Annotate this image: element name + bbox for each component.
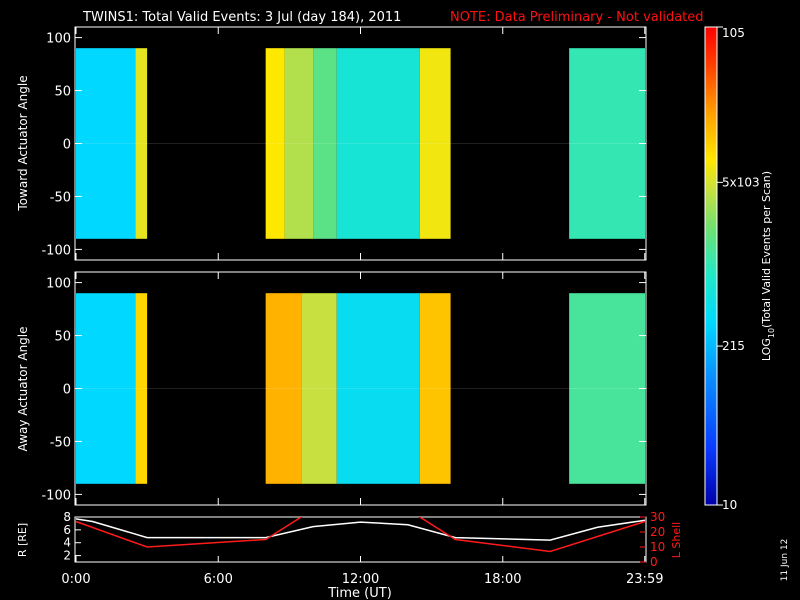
- y-tick-label: -50: [50, 435, 71, 450]
- plot-title: TWINS1: Total Valid Events: 3 Jul (day 1…: [82, 10, 401, 25]
- x-axis-label: Time (UT): [327, 586, 392, 600]
- r-series-line: [75, 518, 646, 541]
- colorbar-tick-label: 5x103: [722, 175, 760, 189]
- lshell-tick-label: 20: [650, 525, 665, 539]
- y-tick-label: 0: [63, 138, 71, 153]
- y-tick-label: 50: [54, 330, 71, 345]
- heatmap-segment-7: [419, 48, 451, 239]
- heatmap-segment-6: [336, 48, 420, 239]
- y-tick-label: -100: [41, 243, 71, 258]
- x-tick-label: 23:59: [626, 572, 663, 587]
- heatmap-segment-0: [76, 48, 136, 239]
- colorbar-ticks: 105 5x103 215 10: [717, 26, 760, 512]
- x-tick-label: 0:00: [61, 572, 90, 587]
- colorbar-tick-label: 215: [722, 339, 745, 353]
- heatmap-segment-5: [313, 48, 337, 239]
- heatmap-segment-3: [265, 293, 302, 484]
- heatmap-segment-8: [569, 293, 645, 484]
- colorbar: [704, 26, 718, 506]
- lshell-tick-label: 10: [650, 540, 665, 554]
- toward-y-label: Toward Actuator Angle: [16, 75, 30, 211]
- colorbar-label: LOG10(Total Valid Events per Scan): [760, 171, 776, 361]
- r-tick-label: 6: [63, 523, 71, 537]
- x-tick-label: 12:00: [342, 572, 379, 587]
- heatmap-segment-4: [284, 48, 314, 239]
- r-tick-label: 8: [63, 510, 71, 524]
- y-tick-label: 50: [54, 85, 71, 100]
- heatmap-segment-6: [419, 293, 451, 484]
- r-y-label: R [RE]: [16, 523, 29, 557]
- x-tick-label: 6:00: [204, 572, 233, 587]
- heatmap-segment-1: [135, 293, 148, 484]
- colorbar-tick-label: 105: [722, 26, 745, 40]
- y-tick-label: 0: [63, 383, 71, 398]
- y-tick-label: 100: [46, 277, 71, 292]
- lshell-y-label: L Shell: [670, 522, 683, 558]
- r-tick-label: 2: [63, 549, 71, 563]
- lshell-tick-label: 0: [650, 555, 658, 569]
- colorbar-tick-label: 10: [722, 498, 737, 512]
- y-tick-label: 100: [46, 32, 71, 47]
- time-x-axis: 0:00 6:00 12:00 18:00 23:59: [61, 556, 663, 587]
- away-y-axis: 100 50 0 -50 -100: [41, 272, 646, 505]
- y-tick-label: -50: [50, 190, 71, 205]
- toward-heatmap: [76, 48, 645, 239]
- x-tick-label: 18:00: [484, 572, 521, 587]
- heatmap-segment-5: [336, 293, 420, 484]
- r-tick-label: 4: [63, 536, 71, 550]
- away-y-label: Away Actuator Angle: [16, 326, 30, 451]
- heatmap-segment-4: [301, 293, 337, 484]
- side-date: 11 Jun 12: [780, 539, 790, 582]
- heatmap-segment-3: [265, 48, 285, 239]
- orbit-panel-frame: [74, 516, 647, 563]
- toward-y-axis: 100 50 0 -50 -100: [41, 27, 646, 260]
- heatmap-segment-0: [76, 293, 136, 484]
- y-tick-label: -100: [41, 488, 71, 503]
- preliminary-note: NOTE: Data Preliminary - Not validated: [450, 10, 704, 25]
- away-heatmap: [76, 293, 645, 484]
- heatmap-segment-9: [569, 48, 645, 239]
- lshell-tick-label: 30: [650, 510, 665, 524]
- lshell-series-line: [75, 517, 646, 553]
- heatmap-segment-1: [135, 48, 148, 239]
